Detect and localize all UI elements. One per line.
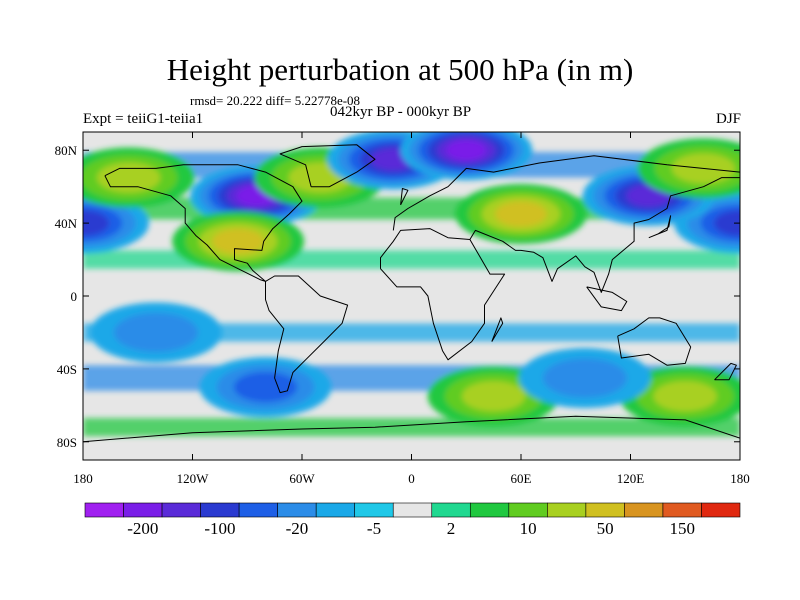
field-contour <box>495 201 547 227</box>
colorbar-swatch <box>84 502 124 518</box>
plot-title: Height perturbation at 500 hPa (in m) <box>166 52 634 87</box>
colorbar-swatch <box>354 502 394 518</box>
field-contour <box>653 381 717 412</box>
field-contour <box>114 312 198 353</box>
field-contour <box>96 162 161 193</box>
lat-tick-label: 40N <box>55 216 78 231</box>
coastline <box>265 275 349 394</box>
field-band <box>83 323 740 342</box>
colorbar-swatch <box>392 502 433 518</box>
coastline <box>491 317 504 342</box>
coastline <box>714 362 737 381</box>
map-area <box>83 132 740 460</box>
colorbar-label: -100 <box>204 519 235 538</box>
colorbar-label: 2 <box>447 519 456 538</box>
colorbar-swatch <box>469 502 510 518</box>
colorbar: -200 -100 -20 -5 2 10 50 150 <box>84 502 741 538</box>
colorbar-swatch <box>315 502 356 518</box>
field-contour <box>542 358 627 398</box>
lat-tick-label: 40S <box>57 362 77 377</box>
coastline <box>83 415 740 443</box>
colorbar-label: 50 <box>597 519 614 538</box>
coastline <box>617 317 692 366</box>
colorbar-swatch <box>701 502 741 518</box>
lon-tick-label: 0 <box>408 471 415 486</box>
lon-tick-label: 60E <box>511 471 532 486</box>
colorbar-label: -200 <box>127 519 158 538</box>
field-contour <box>446 140 487 161</box>
colorbar-swatch <box>238 502 278 518</box>
coastline <box>586 286 628 312</box>
colorbar-swatch <box>662 502 702 518</box>
lon-tick-label: 60W <box>289 471 315 486</box>
colorbar-swatch <box>161 502 201 518</box>
rmsd-diff-label: rmsd= 20.222 diff= 5.22778e-08 <box>190 93 361 108</box>
colorbar-swatch <box>277 502 317 518</box>
field-contour <box>714 210 740 236</box>
lon-tick-label: 120E <box>617 471 645 486</box>
colorbar-label: 150 <box>669 519 695 538</box>
colorbar-swatch <box>431 502 471 518</box>
coastline <box>279 144 376 188</box>
coastline <box>469 177 740 293</box>
colorbar-label: -20 <box>286 519 309 538</box>
longitude-axis: 180 120W 60W 0 60E 120E 180 <box>73 132 750 486</box>
colorbar-swatch <box>585 502 625 518</box>
lon-tick-label: 180 <box>73 471 93 486</box>
colorbar-swatch <box>123 502 163 518</box>
field-contour <box>233 372 298 403</box>
latitude-axis: 80N 40N 0 40S 80S <box>55 143 740 450</box>
colorbar-swatch <box>200 502 240 518</box>
coastline <box>400 188 409 206</box>
period-label: 042kyr BP - 000kyr BP <box>330 104 472 120</box>
coastline <box>648 215 672 239</box>
perturbation-field <box>83 132 740 437</box>
coastline <box>104 164 303 282</box>
colorbar-swatch <box>508 502 548 518</box>
season-label: DJF <box>715 111 741 127</box>
colorbar-label: -5 <box>367 519 381 538</box>
colorbar-swatch <box>624 502 664 518</box>
coastlines <box>83 144 740 443</box>
coastline <box>392 155 740 231</box>
colorbar-label: 10 <box>520 519 537 538</box>
field-contour <box>461 381 526 412</box>
lon-tick-label: 180 <box>730 471 750 486</box>
lon-tick-label: 120W <box>177 471 210 486</box>
field-contour <box>212 228 265 255</box>
coastline <box>380 228 506 361</box>
experiment-label: Expt = teiiG1-teiia1 <box>83 111 204 127</box>
colorbar-swatch <box>547 502 587 518</box>
lat-tick-label: 80S <box>57 435 77 450</box>
lat-tick-label: 80N <box>55 143 78 158</box>
field-contour <box>83 210 109 236</box>
lat-tick-label: 0 <box>71 289 78 304</box>
field-band <box>83 418 740 437</box>
